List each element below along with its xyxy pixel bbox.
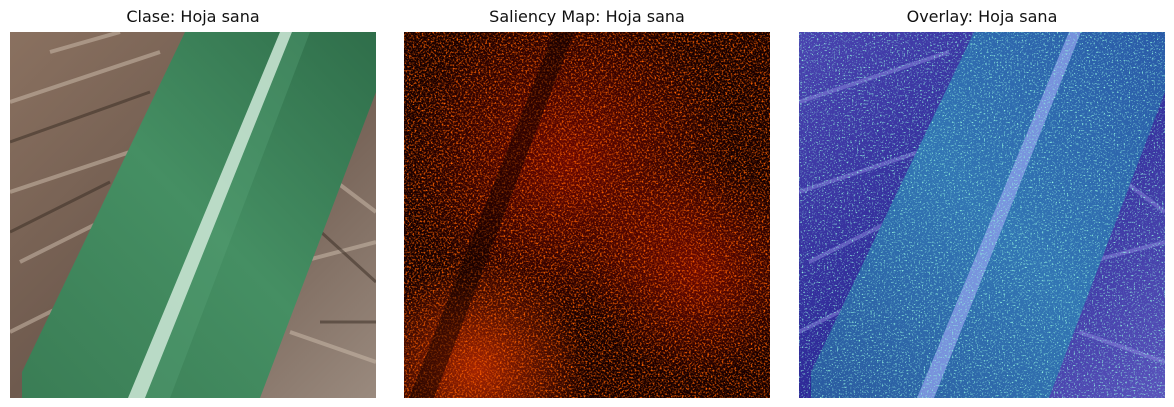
- panel-title-original: Clase: Hoja sana: [126, 7, 260, 26]
- panel-title-overlay: Overlay: Hoja sana: [906, 7, 1058, 26]
- saliency-heatmap-image: [404, 32, 770, 398]
- panel-original: Clase: Hoja sana: [10, 0, 376, 407]
- panel-overlay: Overlay: Hoja sana: [799, 0, 1165, 407]
- saliency-overlay-image: [799, 32, 1165, 398]
- panel-saliency: Saliency Map: Hoja sana: [404, 0, 770, 407]
- panel-title-saliency: Saliency Map: Hoja sana: [489, 7, 685, 26]
- leaf-photo-image: [10, 32, 376, 398]
